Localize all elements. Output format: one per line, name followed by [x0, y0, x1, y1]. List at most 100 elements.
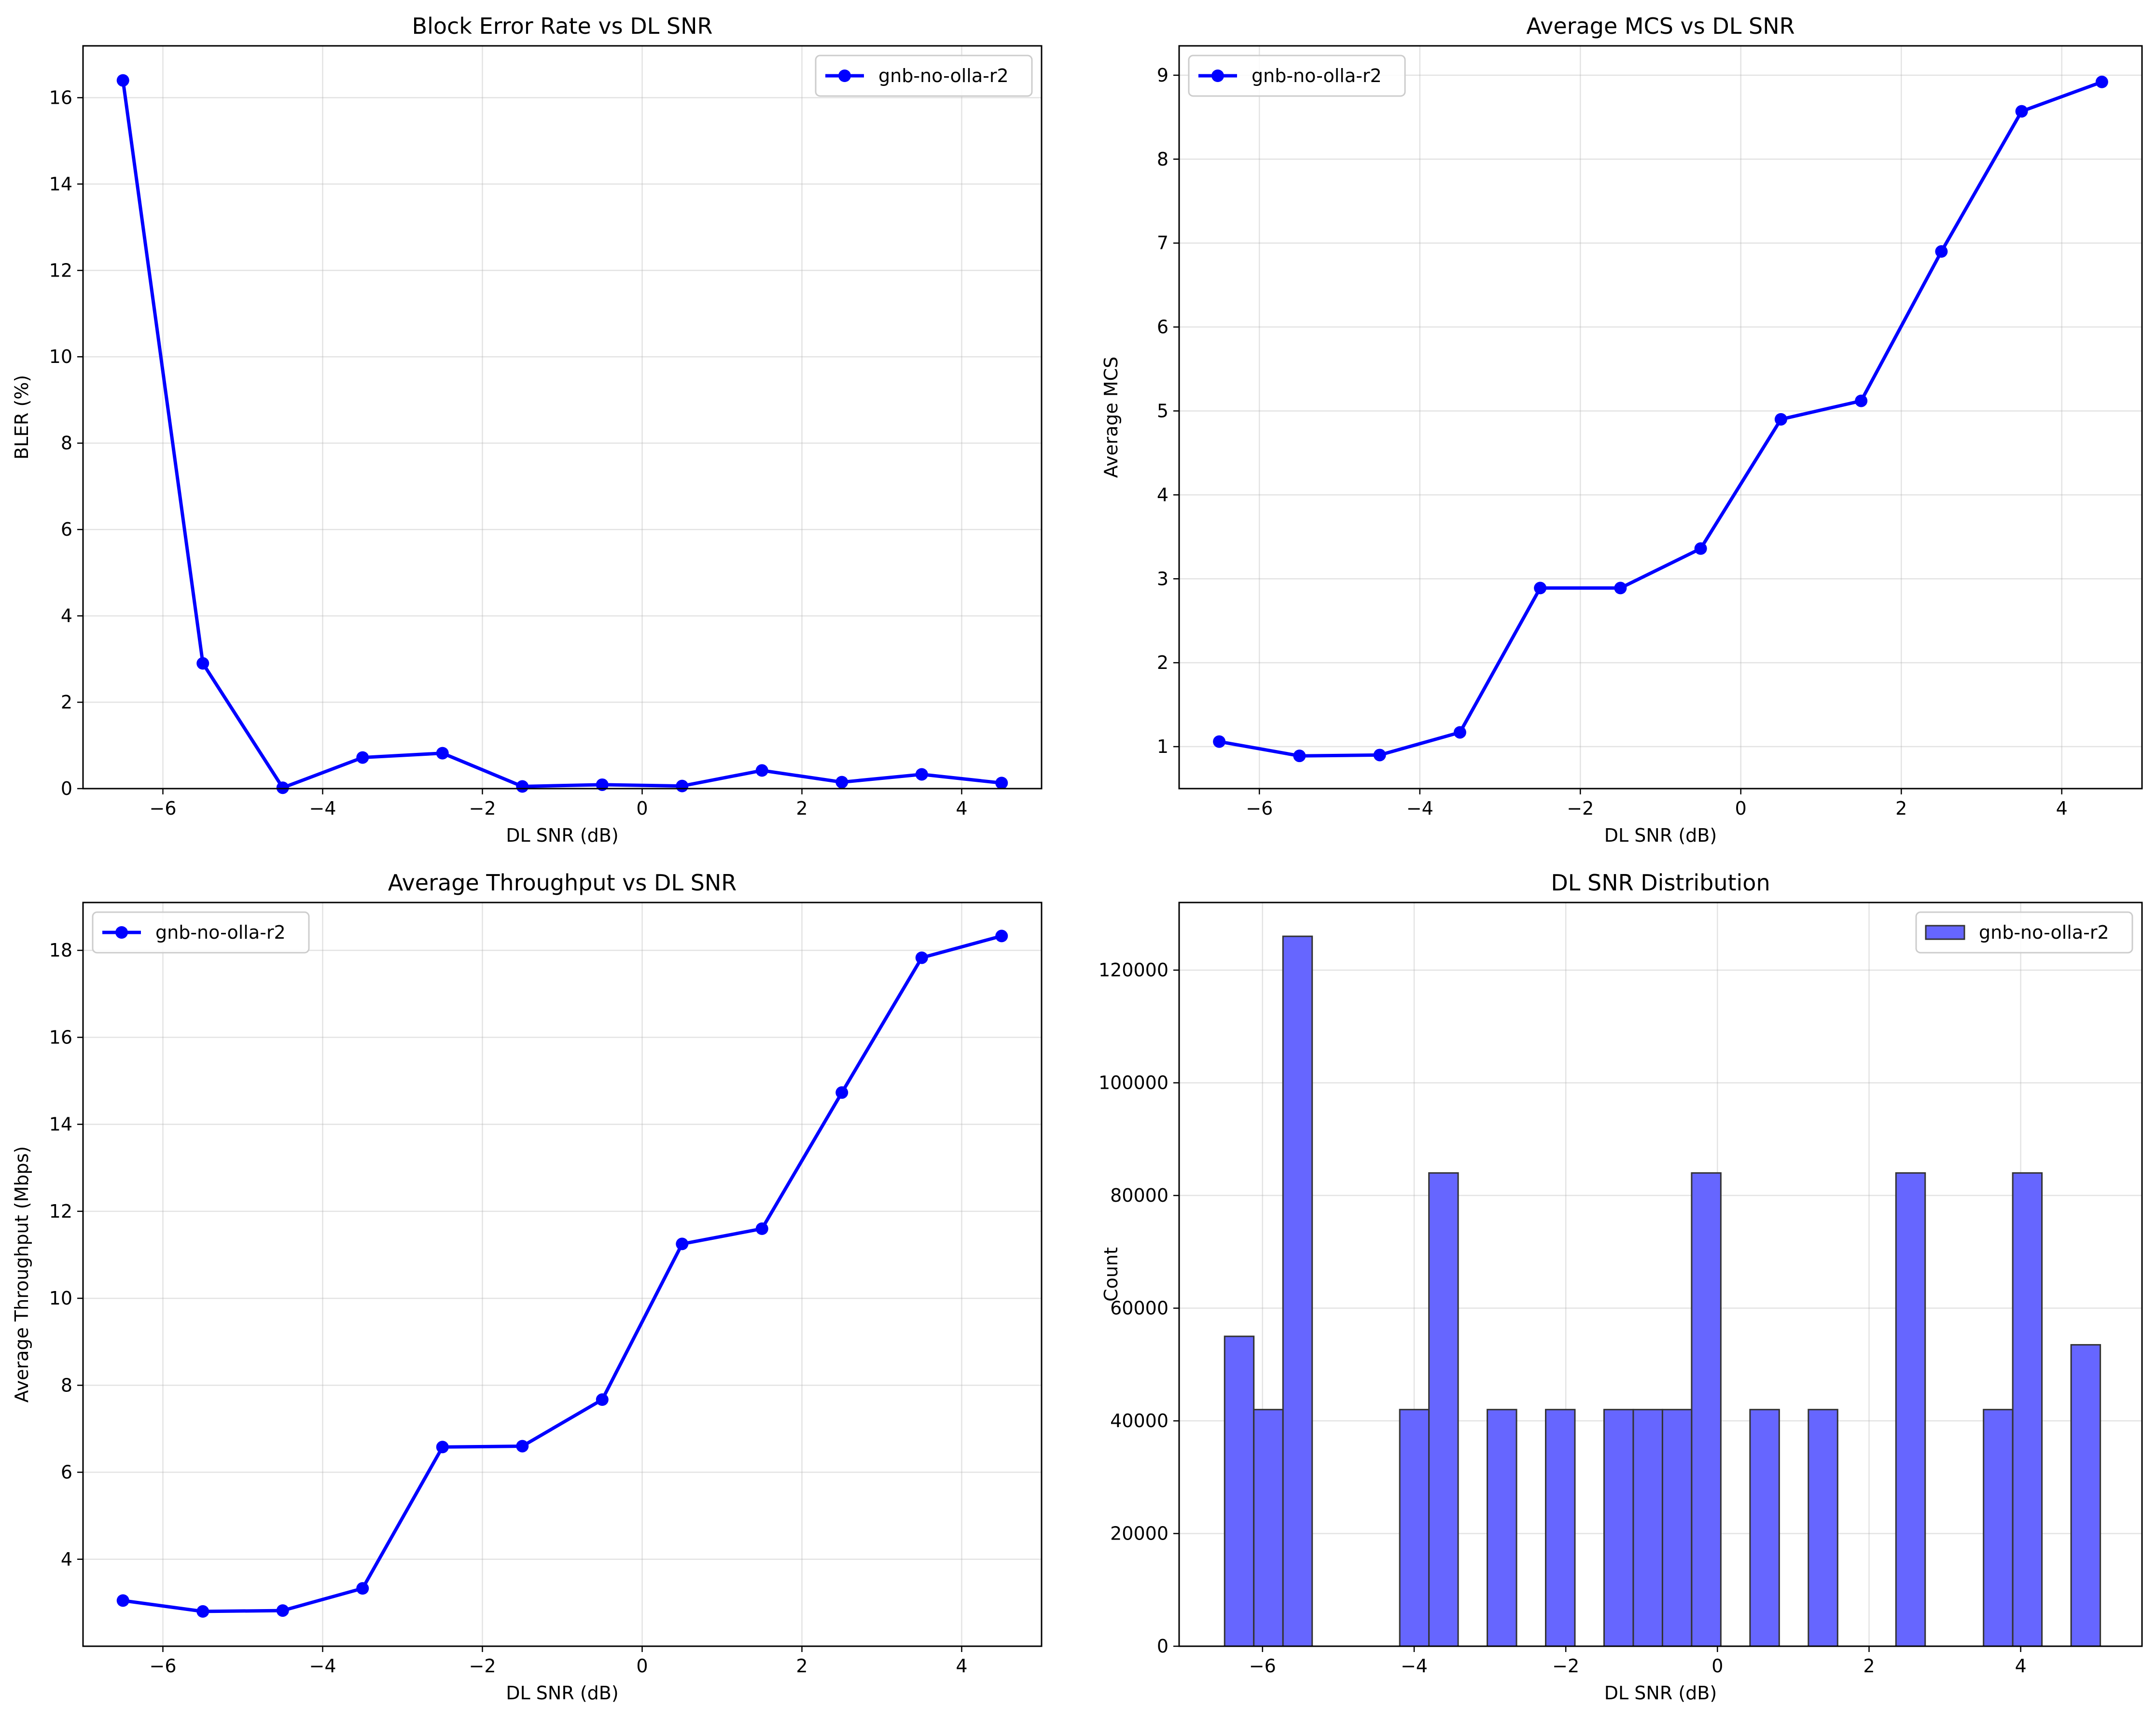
y-tick-label: 5 — [1157, 400, 1168, 421]
histogram-bar — [1983, 1409, 2014, 1647]
y-axis-label: BLER (%) — [11, 375, 32, 460]
y-tick-label: 16 — [49, 87, 72, 108]
grid — [83, 46, 1042, 790]
x-tick-label: 2 — [1895, 798, 1907, 819]
x-tick-label: −2 — [1567, 798, 1594, 819]
x-tick-label: 2 — [796, 1655, 807, 1677]
legend-label: gnb-no-olla-r2 — [878, 65, 1009, 86]
grid — [1179, 46, 2142, 789]
data-point — [755, 1222, 768, 1235]
y-tick-label: 6 — [1157, 317, 1168, 338]
histogram-bar — [2012, 1172, 2043, 1647]
x-tick-label: 2 — [796, 798, 807, 819]
x-tick-label: −6 — [149, 1655, 176, 1677]
chart-4: −6 −4 −2 0 2 4 0 20000 40000 60000 80000 100000 1200… — [1099, 870, 2143, 1704]
y-tick-label: 18 — [49, 940, 72, 961]
plot-frame — [82, 45, 1043, 790]
plot-frame — [1178, 45, 2143, 790]
data-point — [1373, 749, 1386, 762]
y-tick-label: 10 — [49, 1288, 72, 1309]
data-point — [596, 1393, 609, 1406]
legend: gnb-no-olla-r2 — [92, 911, 310, 954]
chart-title: DL SNR Distribution — [1551, 870, 1770, 896]
x-tick-label: 2 — [1863, 1655, 1875, 1677]
data-point — [516, 780, 529, 793]
histogram-bar — [1428, 1172, 1459, 1647]
histogram-bar — [1399, 1409, 1430, 1647]
y-tick-label: 7 — [1157, 233, 1168, 254]
x-tick-label: −4 — [309, 1655, 336, 1677]
data-point — [1935, 245, 1948, 258]
data-point — [116, 1594, 129, 1607]
histogram-bar — [1661, 1409, 1693, 1647]
legend-label: gnb-no-olla-r2 — [1979, 922, 2109, 943]
chart-1: −6 −4 −2 0 2 4 0 2 4 6 8 10 12 14 16 Block Error Rate v… — [11, 13, 1043, 846]
histogram-bar — [2070, 1344, 2101, 1647]
y-axis-label: Count — [1100, 1247, 1122, 1302]
legend-label: gnb-no-olla-r2 — [155, 922, 286, 943]
data-point — [915, 951, 928, 964]
y-tick-label: 16 — [49, 1027, 72, 1048]
data-point — [1614, 582, 1627, 595]
y-tick-label: 14 — [49, 173, 72, 194]
x-tick-label: −6 — [1249, 1655, 1276, 1677]
data-point — [755, 764, 768, 777]
y-tick-label: 0 — [1157, 1636, 1168, 1657]
legend-box — [815, 55, 1033, 97]
legend: gnb-no-olla-r2 — [815, 55, 1033, 97]
y-tick-label: 0 — [61, 778, 72, 799]
x-tick-label: 4 — [2015, 1655, 2027, 1677]
x-tick-label: −6 — [149, 798, 176, 819]
y-axis-label: Average Throughput (Mbps) — [11, 1146, 32, 1403]
data-point — [516, 1440, 529, 1453]
y-tick-label: 120000 — [1099, 959, 1168, 981]
x-tick-label: 0 — [636, 1655, 648, 1677]
x-tick-label: −2 — [469, 1655, 496, 1677]
data-point — [1293, 750, 1306, 763]
legend-marker — [838, 69, 851, 82]
data-point — [676, 779, 689, 792]
data-point — [436, 747, 449, 760]
data-point — [2015, 105, 2028, 118]
data-point — [1213, 735, 1226, 748]
y-tick-label: 6 — [61, 1462, 72, 1483]
data-point — [596, 778, 609, 791]
chart-3: −6 −4 −2 0 2 4 4 6 8 10 12 14 16 18 Average Throughput… — [11, 870, 1043, 1704]
grid — [83, 903, 1042, 1646]
chart-title: Average MCS vs DL SNR — [1526, 13, 1794, 39]
data-point — [1534, 582, 1547, 595]
legend-marker — [115, 926, 128, 939]
x-axis-label: DL SNR (dB) — [1604, 825, 1717, 846]
data-point — [1774, 413, 1787, 426]
y-tick-label: 9 — [1157, 65, 1168, 86]
chart-2: −6 −4 −2 0 2 4 1 2 3 4 5 6 7 8 9 Average MCS vs DL SNR D… — [1100, 13, 2143, 846]
y-tick-label: 14 — [49, 1114, 72, 1135]
x-tick-label: −6 — [1246, 798, 1273, 819]
y-tick-label: 80000 — [1110, 1185, 1168, 1206]
data-point — [356, 1582, 369, 1595]
plot-frame — [82, 902, 1043, 1647]
x-axis-label: DL SNR (dB) — [506, 1682, 618, 1704]
y-tick-label: 3 — [1157, 568, 1168, 589]
y-tick-label: 12 — [49, 1201, 72, 1222]
data-point — [436, 1441, 449, 1454]
series-line — [121, 80, 1002, 790]
legend-box — [1915, 911, 2133, 954]
y-tick-label: 2 — [1157, 652, 1168, 673]
histogram-bar — [1632, 1409, 1663, 1647]
data-point — [676, 1237, 689, 1250]
y-tick-label: 2 — [61, 692, 72, 713]
legend-swatch — [1925, 925, 1965, 940]
x-axis-label: DL SNR (dB) — [506, 825, 618, 846]
histogram-bar — [1253, 1409, 1284, 1647]
data-point — [356, 751, 369, 764]
x-tick-label: −4 — [1401, 1655, 1428, 1677]
y-tick-label: 6 — [61, 519, 72, 540]
y-tick-label: 8 — [1157, 149, 1168, 170]
y-tick-label: 10 — [49, 346, 72, 367]
x-tick-label: 0 — [1711, 1655, 1723, 1677]
legend-label: gnb-no-olla-r2 — [1252, 65, 1382, 86]
series-line — [123, 934, 1002, 1613]
histogram-bar — [1691, 1172, 1722, 1647]
data-point — [196, 657, 209, 670]
